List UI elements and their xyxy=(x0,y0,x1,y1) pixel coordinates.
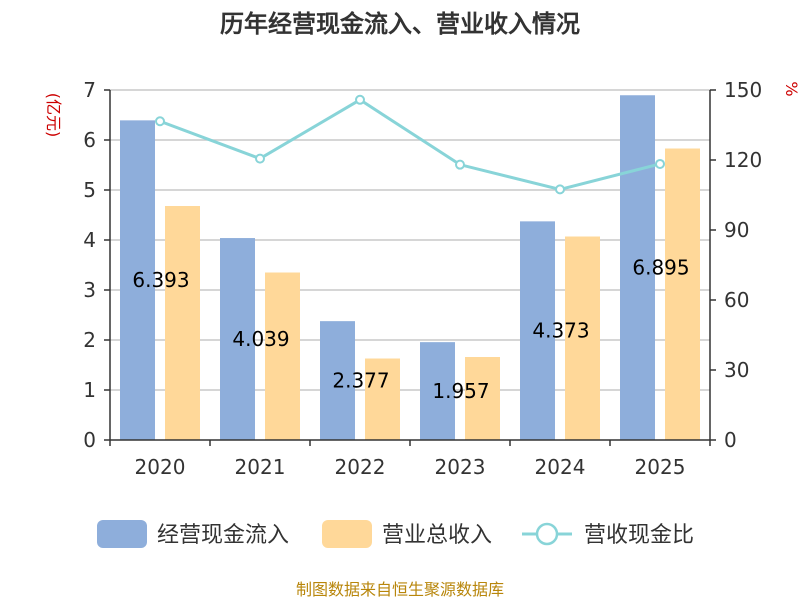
bar-cash-inflow xyxy=(220,238,255,440)
axes: 0 1 2 3 4 5 6 7 0 30 60 90 120 150 2020 2021 2022 2023 202… xyxy=(83,78,762,479)
data-labels: 6.393 4.039 2.377 1.957 4.373 6.895 xyxy=(132,256,689,403)
x-tick-label: 2022 xyxy=(335,455,386,479)
right-tick-label: 0 xyxy=(724,428,737,452)
data-label: 2.377 xyxy=(332,369,389,393)
data-label: 4.373 xyxy=(532,319,589,343)
data-label: 4.039 xyxy=(232,327,289,351)
legend-label-cash-inflow: 经营现金流入 xyxy=(157,523,289,548)
line-point xyxy=(655,158,665,169)
line-point xyxy=(555,184,565,195)
left-tick-label: 7 xyxy=(83,78,96,102)
left-axis-unit: (亿元) xyxy=(44,93,63,138)
x-tick-label: 2024 xyxy=(535,455,586,479)
bar-cash-inflow xyxy=(520,221,555,440)
data-label: 6.393 xyxy=(132,268,189,292)
left-tick-label: 6 xyxy=(83,128,96,152)
bar-cash-inflow xyxy=(120,120,155,440)
right-tick-label: 30 xyxy=(724,358,749,382)
bar-cash-inflow xyxy=(620,95,655,440)
right-tick-label: 60 xyxy=(724,288,749,312)
line-path xyxy=(159,98,661,191)
left-tick-label: 1 xyxy=(83,378,96,402)
left-tick-label: 3 xyxy=(83,278,96,302)
legend-label-revenue: 营业总收入 xyxy=(382,523,492,548)
line-point xyxy=(355,94,365,105)
bar-revenue xyxy=(665,148,700,440)
bar-revenue xyxy=(565,236,600,440)
bar-cash-inflow xyxy=(320,321,355,440)
line-point xyxy=(255,153,265,164)
source-note: 制图数据来自恒生聚源数据库 xyxy=(296,580,504,599)
x-tick-label: 2020 xyxy=(135,455,186,479)
x-tick-label: 2023 xyxy=(435,455,486,479)
right-tick-label: 120 xyxy=(724,148,762,172)
left-tick-label: 2 xyxy=(83,328,96,352)
right-tick-label: 90 xyxy=(724,218,749,242)
left-tick-label: 4 xyxy=(83,228,96,252)
bar-marks xyxy=(120,95,700,440)
line-point xyxy=(455,159,465,170)
x-tick-label: 2021 xyxy=(235,455,286,479)
right-axis-unit: % xyxy=(782,81,800,96)
right-tick-label: 150 xyxy=(724,78,762,102)
bar-cash-inflow xyxy=(420,342,455,440)
legend-swatch-cash-inflow xyxy=(97,520,147,548)
bar-revenue xyxy=(265,272,300,440)
x-tick-label: 2025 xyxy=(635,455,686,479)
chart-title: 历年经营现金流入、营业收入情况 xyxy=(220,10,580,38)
bar-revenue xyxy=(365,358,400,440)
left-tick-label: 0 xyxy=(83,428,96,452)
legend-swatch-marker xyxy=(535,522,559,546)
left-tick-label: 5 xyxy=(83,178,96,202)
line-point xyxy=(155,116,165,127)
legend-label-ratio: 营收现金比 xyxy=(584,523,694,548)
line-series xyxy=(155,94,665,195)
legend-swatch-revenue xyxy=(322,520,372,548)
data-label: 1.957 xyxy=(432,379,489,403)
data-label: 6.895 xyxy=(632,256,689,280)
bar-revenue xyxy=(465,357,500,440)
bar-revenue xyxy=(165,206,200,440)
legend: 经营现金流入 营业总收入 营收现金比 xyxy=(97,520,694,548)
